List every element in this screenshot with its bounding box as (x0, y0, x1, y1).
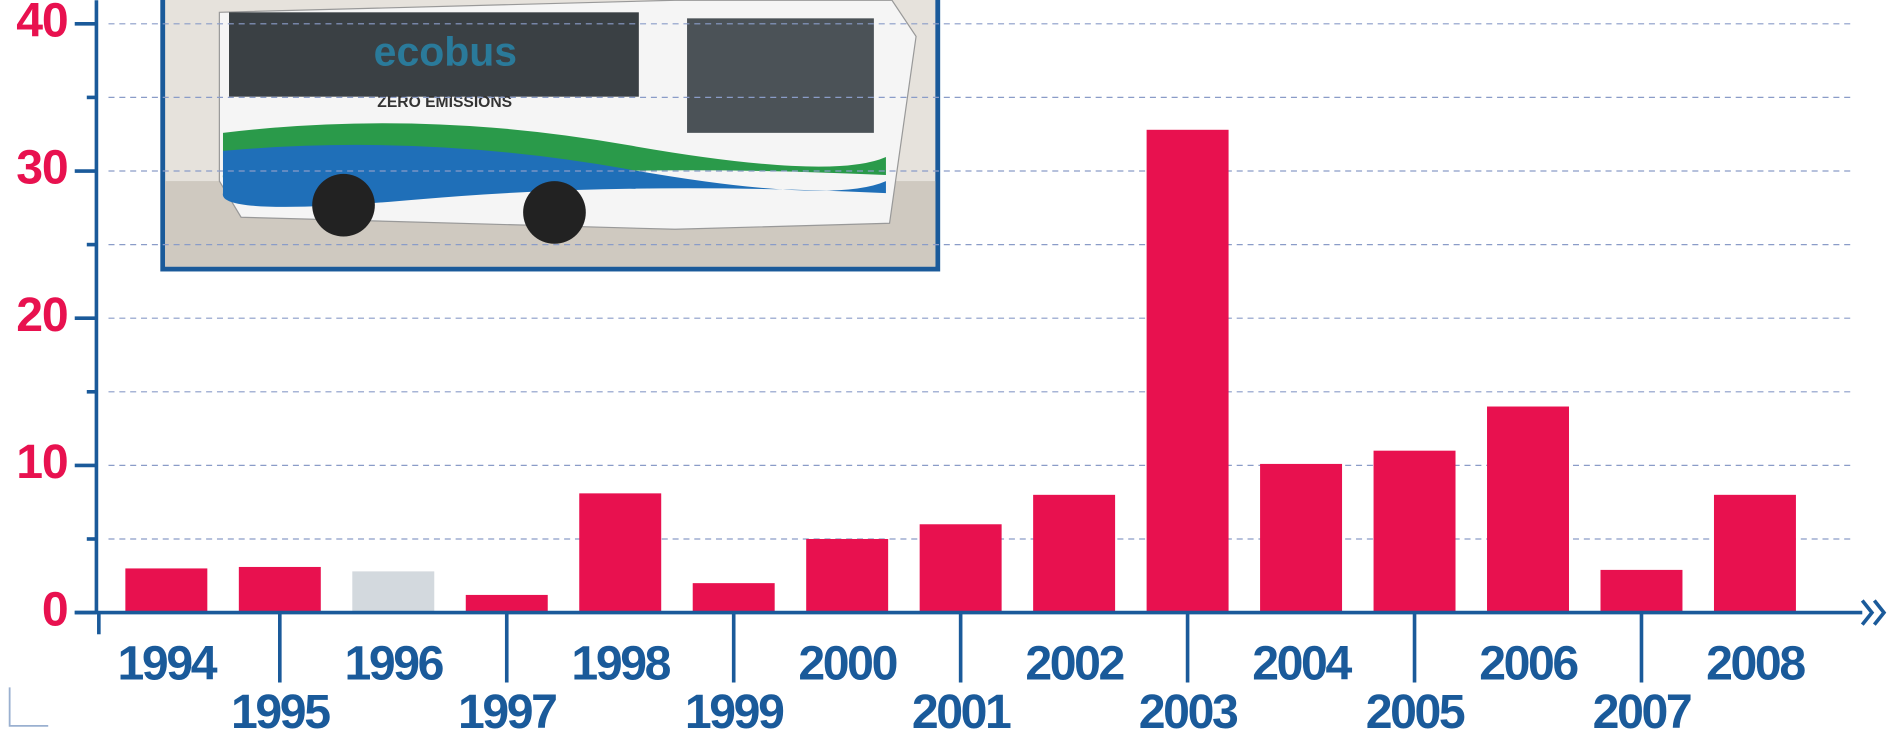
x-tick-label: 1999 (685, 685, 784, 737)
x-tick-label: 1995 (231, 685, 330, 737)
bar (1714, 495, 1796, 613)
chart: ecobus ZERO EMISSIONS 0 10 20 30 40 19941995 1… (0, 0, 1890, 737)
x-tick-label: 2004 (1252, 637, 1352, 691)
bar (466, 595, 548, 613)
bar (1487, 407, 1569, 613)
x-tick-label: 1997 (458, 685, 556, 737)
bar (1600, 570, 1682, 613)
bus-wheel (312, 174, 375, 237)
y-tick-label: 10 (16, 435, 67, 489)
x-tick-label: 2006 (1479, 637, 1578, 691)
x-tick-label: 2005 (1366, 685, 1465, 737)
photo-text: ecobus (374, 28, 517, 74)
x-tick-label: 2002 (1025, 637, 1123, 691)
bus-wheel (523, 181, 586, 244)
page: {"chart_data": { "type": "bar", "categor… (0, 0, 1890, 737)
x-tick-label: 1998 (571, 637, 670, 691)
x-tick-label: 2008 (1706, 637, 1805, 691)
bar (579, 493, 661, 612)
bus-windshield (687, 18, 874, 133)
corner-mark (10, 687, 49, 726)
bar (239, 567, 321, 613)
bar (806, 539, 888, 613)
bar (352, 571, 434, 612)
bar (1260, 464, 1342, 613)
photo-text: ZERO EMISSIONS (377, 94, 512, 111)
y-tick-label: 20 (16, 288, 67, 342)
x-tick-label: 2000 (798, 637, 896, 691)
x-tick-label: 2003 (1139, 685, 1238, 737)
y-tick-label: 40 (16, 0, 67, 48)
bar (920, 524, 1002, 612)
bar (693, 583, 775, 612)
y-tick-label: 30 (16, 141, 67, 195)
x-tick-label: 1996 (344, 637, 443, 691)
axis-arrow (1862, 601, 1884, 625)
bar (1033, 495, 1115, 613)
bar (125, 568, 207, 612)
x-tick-label: 2001 (912, 685, 1011, 737)
y-tick-label: 0 (42, 582, 68, 636)
bar (1147, 130, 1229, 613)
x-tick-label: 1994 (118, 637, 218, 691)
inset-photo: ecobus ZERO EMISSIONS (163, 0, 938, 269)
bar (1374, 451, 1456, 613)
x-tick-label: 2007 (1593, 685, 1691, 737)
